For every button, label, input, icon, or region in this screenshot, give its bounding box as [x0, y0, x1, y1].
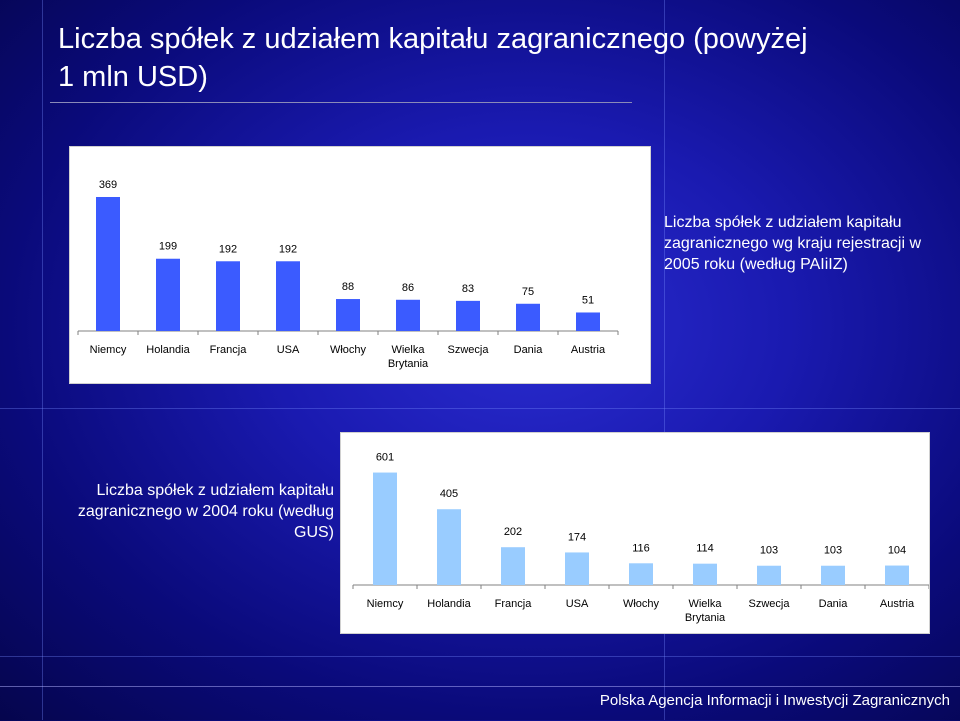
data-label: 103 — [824, 545, 842, 557]
category-label: Holandia — [427, 598, 471, 610]
slide-title: Liczba spółek z udziałem kapitału zagran… — [58, 23, 808, 93]
chart-2005: 369 Niemcy 199 Holandia 192 Francja 192 USA 88 Wł… — [77, 179, 619, 370]
data-label: 86 — [402, 282, 414, 294]
category-label: Dania — [514, 344, 544, 356]
data-label: 369 — [99, 179, 117, 191]
data-label: 601 — [376, 452, 394, 464]
grid-line — [664, 0, 665, 720]
category-label: Wielka — [688, 598, 722, 610]
category-label: USA — [566, 598, 589, 610]
data-label: 75 — [522, 286, 534, 298]
category-label: Szwecja — [749, 598, 791, 610]
bar — [693, 563, 717, 585]
data-label: 192 — [279, 243, 297, 255]
title-underline — [50, 102, 632, 103]
bar — [576, 312, 600, 331]
bar — [396, 299, 420, 331]
category-label: Francja — [210, 344, 248, 356]
category-label: USA — [277, 344, 300, 356]
data-label: 202 — [504, 526, 522, 538]
bar — [437, 509, 461, 585]
category-label: Brytania — [388, 358, 429, 370]
bar — [336, 299, 360, 331]
data-label: 174 — [568, 531, 586, 543]
data-label: 116 — [632, 542, 650, 554]
data-label: 405 — [440, 488, 458, 500]
bar — [516, 303, 540, 331]
bar — [757, 565, 781, 585]
bar — [276, 261, 300, 331]
chart-2004-caption: Liczba spółek z udziałem kapitału zagran… — [77, 482, 334, 541]
category-label: Szwecja — [448, 344, 490, 356]
bar — [373, 472, 397, 585]
data-label: 199 — [159, 241, 177, 253]
bar — [821, 565, 845, 585]
category-label: Niemcy — [90, 344, 127, 356]
chart-2004: 601 Niemcy 405 Holandia 202 Francja 174 USA 116 W… — [352, 452, 929, 624]
data-label: 103 — [760, 545, 778, 557]
data-label: 88 — [342, 281, 354, 293]
chart-2005-caption: Liczba spółek z udziałem kapitału zagran… — [664, 214, 921, 273]
data-label: 114 — [696, 543, 714, 555]
bar — [885, 565, 909, 585]
grid-line — [0, 656, 960, 657]
bar — [156, 258, 180, 331]
category-label: Włochy — [330, 344, 367, 356]
bar — [456, 300, 480, 331]
bar — [96, 196, 120, 331]
footer-text: Polska Agencja Informacji i Inwestycji Z… — [599, 692, 950, 709]
bar — [216, 261, 240, 331]
grid-line — [0, 408, 960, 409]
chart-2004-panel: 601 Niemcy 405 Holandia 202 Francja 174 USA 116 W… — [340, 432, 930, 634]
category-label: Brytania — [685, 612, 726, 624]
category-label: Włochy — [623, 598, 660, 610]
data-label: 51 — [582, 294, 594, 306]
category-label: Austria — [571, 344, 606, 356]
category-label: Austria — [880, 598, 915, 610]
category-label: Niemcy — [367, 598, 404, 610]
data-label: 192 — [219, 243, 237, 255]
bar — [565, 552, 589, 585]
grid-line — [42, 0, 43, 720]
data-label: 83 — [462, 283, 474, 295]
category-label: Francja — [495, 598, 533, 610]
bar — [501, 547, 525, 585]
chart-2005-panel: 369 Niemcy 199 Holandia 192 Francja 192 USA 88 Wł… — [69, 146, 651, 384]
category-label: Holandia — [146, 344, 190, 356]
bar — [629, 563, 653, 585]
category-label: Wielka — [391, 344, 425, 356]
footer-bar — [0, 686, 960, 721]
data-label: 104 — [888, 545, 906, 557]
category-label: Dania — [819, 598, 849, 610]
